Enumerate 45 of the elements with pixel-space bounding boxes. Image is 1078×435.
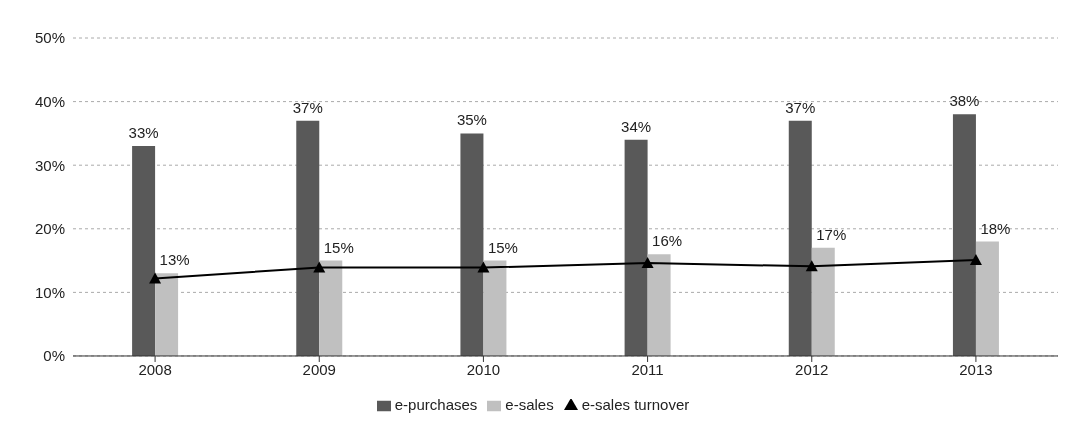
point (149, 272, 162, 284)
data-label: 34% (621, 117, 652, 135)
data-label: 16% (652, 232, 683, 250)
x-tick-label: 2012 (795, 360, 829, 378)
bar (132, 146, 156, 356)
y-tick-label: 50% (34, 29, 65, 47)
data-label: 35% (456, 111, 487, 129)
data-label: 37% (785, 98, 816, 116)
legend-label: e-sales (505, 395, 554, 413)
data-label: 33% (128, 124, 159, 142)
bar (788, 120, 812, 356)
x-tick-label: 2009 (302, 360, 336, 378)
data-label: 37% (292, 98, 323, 116)
y-tick-label: 30% (34, 156, 65, 174)
x-tick-label: 2010 (466, 360, 501, 378)
bar (624, 139, 648, 356)
data-label: 15% (323, 238, 354, 256)
bar (975, 241, 999, 356)
bar (811, 247, 835, 356)
bar (460, 133, 484, 356)
y-tick-label: 0% (43, 347, 65, 365)
y-tick-label: 20% (34, 220, 65, 238)
y-tick-label: 10% (34, 283, 65, 301)
point (641, 257, 654, 269)
x-tick-label: 2011 (631, 360, 664, 378)
x-tick-label: 2008 (138, 360, 172, 378)
bar (952, 114, 976, 356)
legend-label: e-purchases (394, 395, 478, 413)
y-tick-label: 40% (34, 92, 65, 110)
bar (483, 260, 507, 356)
data-label: 17% (816, 225, 847, 243)
bar (647, 254, 671, 356)
point (969, 253, 982, 265)
legend-label: e-sales turnover (581, 395, 690, 413)
point (313, 261, 326, 273)
bar (319, 260, 343, 356)
data-label: 18% (980, 219, 1011, 237)
data-label: 38% (949, 92, 980, 110)
x-tick-label: 2013 (959, 360, 993, 378)
point (805, 260, 818, 272)
bar (296, 120, 320, 356)
point (477, 261, 490, 273)
data-label: 13% (159, 251, 190, 269)
data-label: 15% (487, 238, 518, 256)
bar (155, 273, 179, 356)
